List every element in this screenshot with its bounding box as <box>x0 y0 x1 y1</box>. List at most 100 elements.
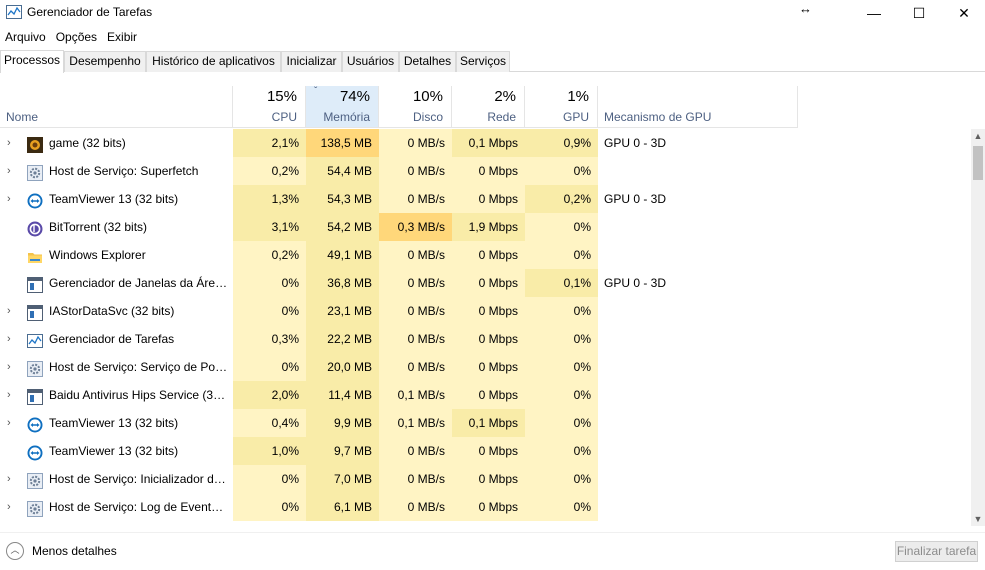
process-disk-cell: 0 MB/s <box>379 241 452 269</box>
tab-detalhes[interactable]: Detalhes <box>399 51 456 72</box>
tab-usuarios[interactable]: Usuários <box>342 51 399 72</box>
process-disk-cell: 0 MB/s <box>379 185 452 213</box>
column-header-cpu[interactable]: 15% CPU <box>233 86 306 128</box>
chevron-right-icon[interactable]: › <box>7 137 11 149</box>
process-mem-cell: 49,1 MB <box>306 241 379 269</box>
column-header-memory[interactable]: ˇ 74% Memória <box>306 86 379 128</box>
process-disk-cell: 0 MB/s <box>379 465 452 493</box>
process-name: Windows Explorer <box>49 248 146 262</box>
tab-historico[interactable]: Histórico de aplicativos <box>146 51 281 72</box>
memory-total: 74% <box>339 88 370 105</box>
vertical-scrollbar[interactable]: ▲ ▼ <box>971 129 985 526</box>
folder-icon <box>27 247 43 263</box>
scroll-thumb[interactable] <box>973 146 983 180</box>
process-cpu-cell: 0,2% <box>233 157 306 185</box>
column-header-gpu-engine[interactable]: Mecanismo de GPU <box>598 86 798 128</box>
tab-desempenho[interactable]: Desempenho <box>64 51 146 72</box>
process-gpu-engine-cell <box>604 353 794 381</box>
process-net-cell: 0 Mbps <box>452 185 525 213</box>
end-task-button[interactable]: Finalizar tarefa <box>895 541 978 562</box>
process-row[interactable]: › game (32 bits) 2,1% 138,5 MB 0 MB/s 0,1 Mbp… <box>0 129 971 157</box>
process-row[interactable]: › TeamViewer 13 (32 bits) 1,3% 54,3 MB 0 MB/… <box>0 185 971 213</box>
process-mem-cell: 9,7 MB <box>306 437 379 465</box>
process-row[interactable]: › TeamViewer 13 (32 bits) 0,4% 9,9 MB 0,1 MB… <box>0 409 971 437</box>
process-gpu-cell: 0% <box>525 409 598 437</box>
chevron-right-icon[interactable]: › <box>7 473 11 485</box>
process-net-cell: 0 Mbps <box>452 297 525 325</box>
column-header-network[interactable]: 2% Rede <box>452 86 525 128</box>
process-row[interactable]: › Host de Serviço: Superfetch 0,2% 54,4 MB 0… <box>0 157 971 185</box>
menu-opcoes[interactable]: Opções <box>55 30 98 44</box>
process-row[interactable]: › Gerenciador de Tarefas 0,3% 22,2 MB 0 MB/s… <box>0 325 971 353</box>
process-net-cell: 0 Mbps <box>452 381 525 409</box>
process-gpu-cell: 0% <box>525 437 598 465</box>
process-row[interactable]: › Host de Serviço: Log de Eventos... 0% 6,1… <box>0 493 971 521</box>
process-name: game (32 bits) <box>49 136 126 150</box>
process-disk-cell: 0 MB/s <box>379 129 452 157</box>
process-row[interactable]: TeamViewer 13 (32 bits) 1,0% 9,7 MB 0 MB/s 0… <box>0 437 971 465</box>
process-cpu-cell: 0% <box>233 269 306 297</box>
column-header-gpu[interactable]: 1% GPU <box>525 86 598 128</box>
column-label-network: Rede <box>487 110 516 124</box>
process-gpu-cell: 0,1% <box>525 269 598 297</box>
tab-inicializar[interactable]: Inicializar <box>281 51 342 72</box>
process-name-cell: › Host de Serviço: Superfetch <box>0 157 232 185</box>
chevron-right-icon[interactable]: › <box>7 389 11 401</box>
process-cpu-cell: 1,3% <box>233 185 306 213</box>
close-button[interactable]: ✕ <box>958 4 970 21</box>
process-row[interactable]: › IAStorDataSvc (32 bits) 0% 23,1 MB 0 MB/s 0… <box>0 297 971 325</box>
process-row[interactable]: Windows Explorer 0,2% 49,1 MB 0 MB/s 0 Mbps 0… <box>0 241 971 269</box>
network-total: 2% <box>494 88 516 105</box>
disk-total: 10% <box>412 88 443 105</box>
bittorrent-icon <box>27 219 43 237</box>
process-row[interactable]: BitTorrent (32 bits) 3,1% 54,2 MB 0,3 MB/s 1… <box>0 213 971 241</box>
process-mem-cell: 22,2 MB <box>306 325 379 353</box>
scroll-down-button[interactable]: ▼ <box>973 514 983 524</box>
teamviewer-icon <box>27 191 43 209</box>
column-header-disk[interactable]: 10% Disco <box>379 86 452 128</box>
process-row[interactable]: Gerenciador de Janelas da Área ... 0% 36,8… <box>0 269 971 297</box>
chevron-right-icon[interactable]: › <box>7 193 11 205</box>
column-label-gpu: GPU <box>562 110 589 124</box>
chevron-right-icon[interactable]: › <box>7 305 11 317</box>
maximize-button[interactable]: ☐ <box>912 4 926 21</box>
minimize-button[interactable]: — <box>867 5 881 21</box>
column-label-cpu: CPU <box>271 110 297 124</box>
process-gpu-engine-cell: GPU 0 - 3D <box>604 276 667 290</box>
chevron-right-icon[interactable]: › <box>7 333 11 345</box>
menu-arquivo[interactable]: Arquivo <box>5 30 46 44</box>
column-header-name[interactable]: Nome <box>0 86 233 128</box>
process-name-cell: › TeamViewer 13 (32 bits) <box>0 409 232 437</box>
menu-exibir[interactable]: Exibir <box>107 30 138 44</box>
chevron-right-icon[interactable]: › <box>7 417 11 429</box>
chevron-right-icon[interactable]: › <box>7 165 11 177</box>
chevron-right-icon[interactable]: › <box>7 501 11 513</box>
less-details-link[interactable]: Menos detalhes <box>32 544 117 558</box>
process-net-cell: 0,1 Mbps <box>452 129 525 157</box>
process-net-cell: 0 Mbps <box>452 241 525 269</box>
chevron-right-icon[interactable]: › <box>7 361 11 373</box>
process-cpu-cell: 3,1% <box>233 213 306 241</box>
process-net-cell: 0 Mbps <box>452 325 525 353</box>
tab-servicos[interactable]: Serviços <box>456 51 510 72</box>
scroll-up-button[interactable]: ▲ <box>973 131 983 141</box>
tab-strip: Processos Desempenho Histórico de aplica… <box>0 50 985 73</box>
process-disk-cell: 0 MB/s <box>379 493 452 521</box>
process-row[interactable]: › Baidu Antivirus Hips Service (32... 2,0%… <box>0 381 971 409</box>
chevron-up-icon[interactable]: ︿ <box>6 542 24 560</box>
tab-processos[interactable]: Processos <box>0 50 64 73</box>
process-gpu-engine-cell <box>604 409 794 437</box>
process-name-cell: Windows Explorer <box>0 241 232 269</box>
process-net-cell: 0 Mbps <box>452 437 525 465</box>
process-cpu-cell: 0% <box>233 297 306 325</box>
process-net-cell: 0 Mbps <box>452 353 525 381</box>
process-row[interactable]: › Host de Serviço: Inicializador de... 0% 7… <box>0 465 971 493</box>
process-name: Baidu Antivirus Hips Service (32... <box>49 388 229 402</box>
process-row[interactable]: › Host de Serviço: Serviço de Polí... 0% 20… <box>0 353 971 381</box>
process-cpu-cell: 0,4% <box>233 409 306 437</box>
process-gpu-engine-cell <box>604 465 794 493</box>
process-name-cell: BitTorrent (32 bits) <box>0 213 232 241</box>
process-mem-cell: 138,5 MB <box>306 129 379 157</box>
process-name-cell: › IAStorDataSvc (32 bits) <box>0 297 232 325</box>
teamviewer-icon <box>27 415 43 433</box>
